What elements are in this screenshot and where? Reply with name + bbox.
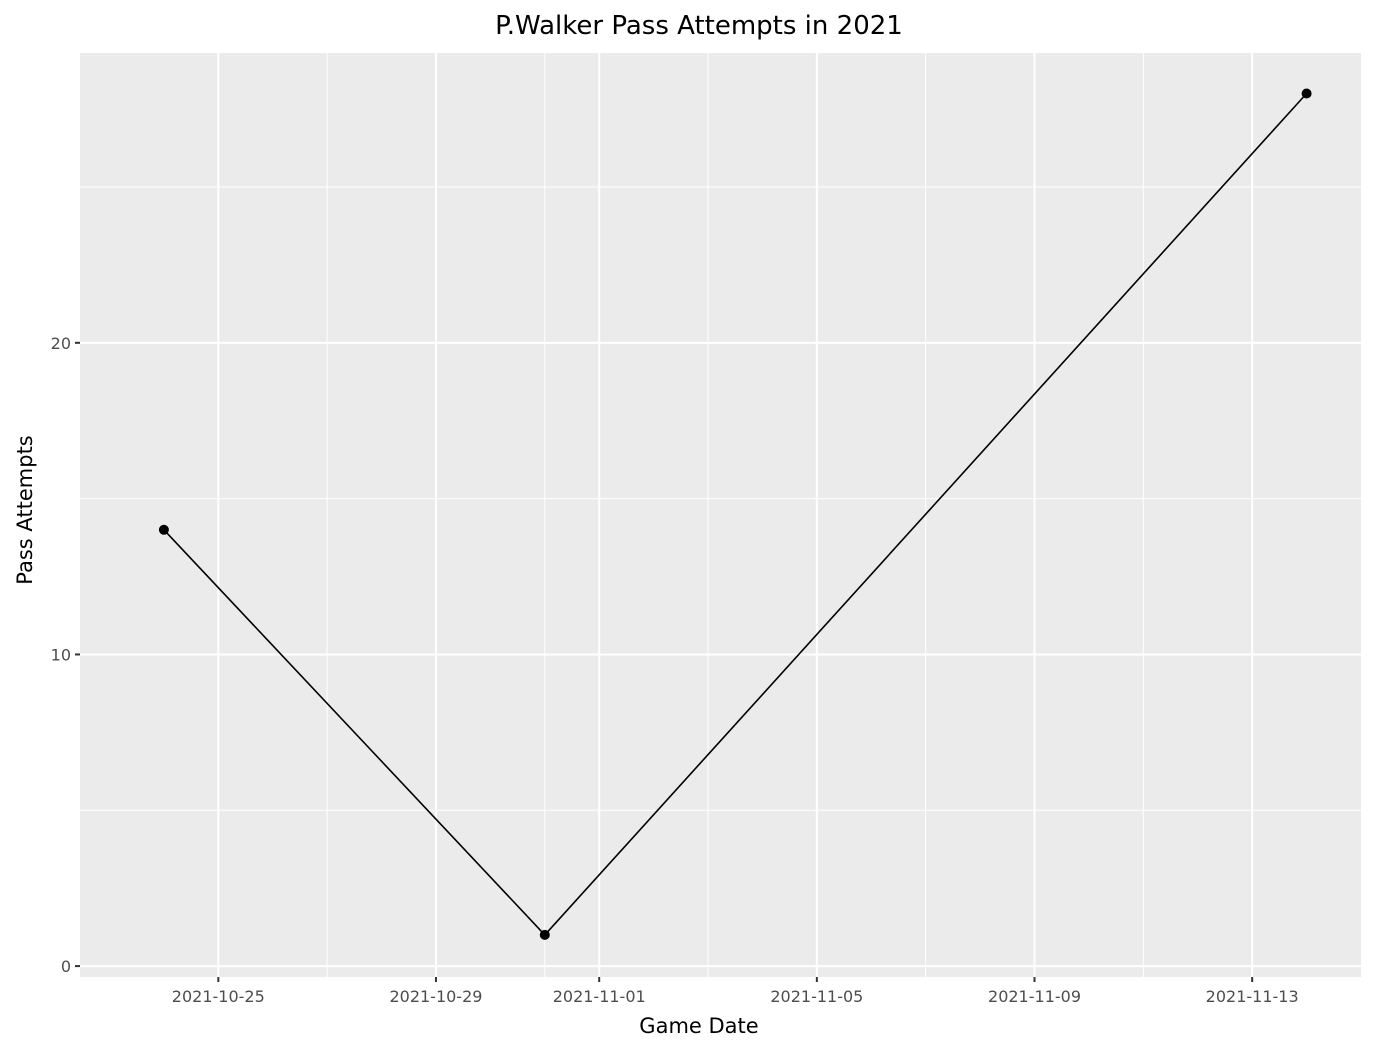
major-gridlines [80, 53, 1361, 977]
plot-panel [80, 53, 1361, 977]
x-tick-label: 2021-11-13 [1206, 987, 1299, 1006]
axes: 0 10 20 2021-10-25 2021-10-29 2021-11-01 2021-… [51, 334, 1299, 1006]
data-series [158, 88, 1312, 940]
y-axis-title: Pass Attempts [13, 435, 37, 585]
minor-gridlines [80, 53, 1361, 977]
x-tick-label: 2021-11-01 [553, 987, 646, 1006]
data-point [158, 524, 169, 535]
data-point [1301, 88, 1312, 99]
chart-title: P.Walker Pass Attempts in 2021 [495, 11, 903, 41]
data-point [539, 929, 550, 940]
x-axis-title: Game Date [639, 1014, 758, 1038]
y-tick-label: 10 [51, 645, 71, 664]
x-tick-label: 2021-11-09 [988, 987, 1081, 1006]
x-tick-label: 2021-11-05 [770, 987, 863, 1006]
y-tick-label: 0 [61, 957, 71, 976]
x-tick-label: 2021-10-29 [389, 987, 482, 1006]
x-tick-label: 2021-10-25 [172, 987, 265, 1006]
y-tick-label: 20 [51, 334, 71, 353]
